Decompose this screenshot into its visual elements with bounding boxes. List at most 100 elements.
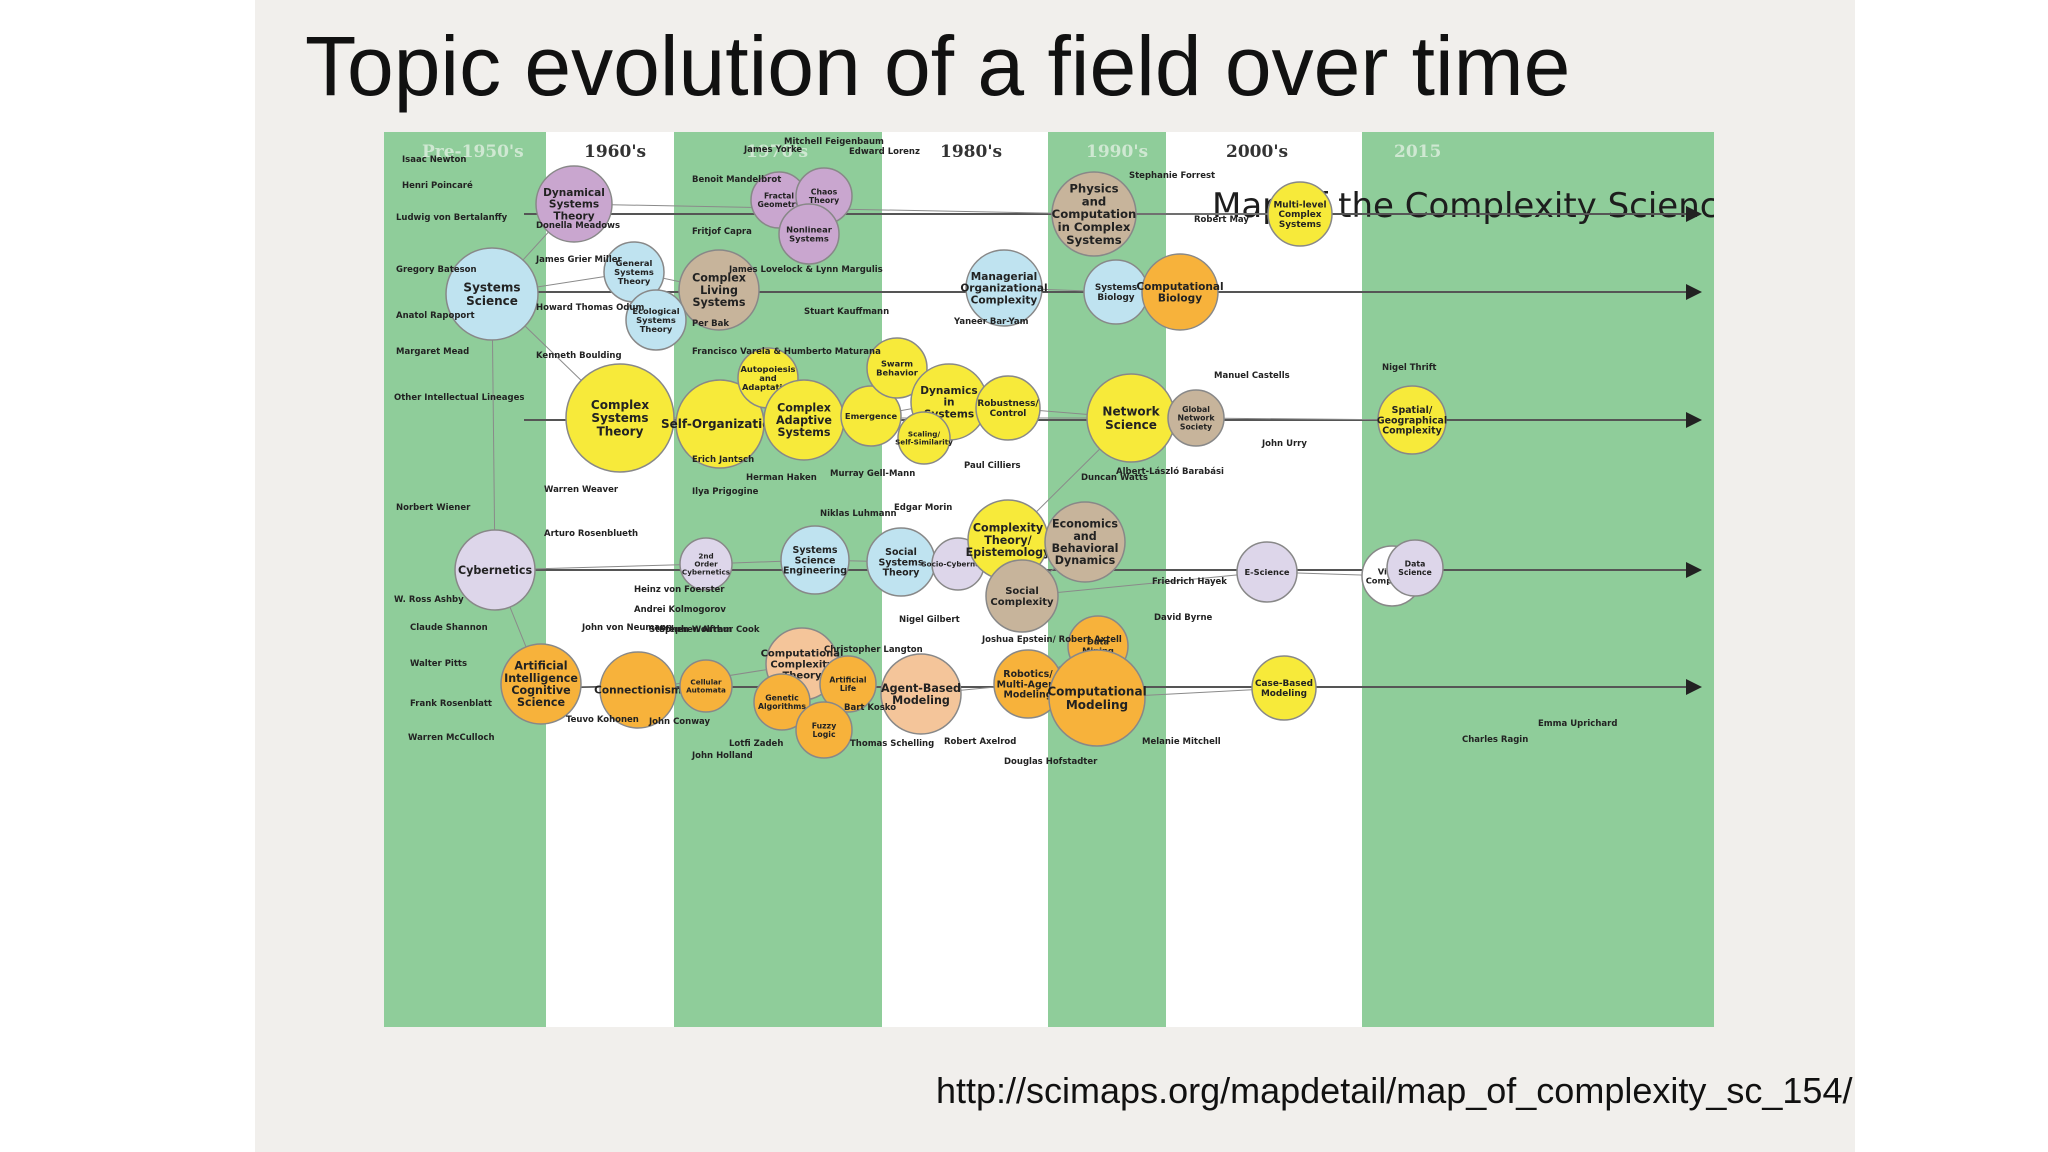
topic-label: Artificial Intelligence Cognitive Science bbox=[504, 660, 578, 710]
timeline-arrow-head bbox=[1686, 679, 1702, 695]
topic-link bbox=[1021, 571, 1268, 597]
topic-node bbox=[1251, 655, 1317, 721]
topic-label-line: Dynamics bbox=[1055, 554, 1116, 567]
topic-label: Systems Biology bbox=[1095, 283, 1137, 303]
person-label: Frank Rosenblatt bbox=[410, 699, 492, 709]
person-label: Howard Thomas Odum bbox=[536, 303, 644, 313]
topic-label-line: Modeling bbox=[1066, 698, 1128, 712]
topic-label: Computational Complexity Theory bbox=[761, 649, 844, 682]
topic-label: Fuzzy Logic bbox=[812, 721, 837, 739]
person-label: John Holland bbox=[691, 751, 753, 761]
topic-label: Connectionism bbox=[594, 685, 682, 697]
topic-label-line: Multi-Agent bbox=[997, 679, 1060, 690]
topic-label-line: Systems bbox=[636, 315, 676, 325]
topic-label: Cellular Automata bbox=[686, 678, 726, 695]
topic-node bbox=[1267, 181, 1333, 247]
topic-label-line: Complexity bbox=[973, 522, 1044, 535]
topic-label: Genetic Algorithms bbox=[758, 693, 806, 711]
topic-label-line: Autopoiesis bbox=[740, 364, 795, 374]
topic-node bbox=[1141, 253, 1219, 331]
topic-label-line: Science bbox=[1105, 418, 1157, 432]
person-label: Melanie Mitchell bbox=[1142, 737, 1221, 747]
person-label: Duncan Watts bbox=[1081, 473, 1148, 483]
person-label: David Byrne bbox=[1154, 613, 1213, 623]
topic-label-line: Nonlinear bbox=[786, 224, 833, 234]
topic-label-line: Theory/ bbox=[984, 534, 1032, 547]
topic-label-line: Chaos bbox=[811, 187, 838, 196]
topic-label-line: Complexity bbox=[1382, 426, 1442, 437]
topic-node bbox=[565, 363, 675, 473]
topic-label-line: Cybernetics bbox=[682, 567, 730, 576]
topic-label-line: Science bbox=[517, 696, 565, 709]
person-label: Arturo Rosenblueth bbox=[544, 529, 638, 539]
topic-label: Computational Modeling bbox=[1047, 685, 1146, 712]
topic-label-line: Logic bbox=[812, 730, 836, 739]
timeline-arrow-head bbox=[1686, 412, 1702, 428]
person-label: Herman Haken bbox=[746, 473, 817, 483]
topic-node bbox=[1167, 389, 1225, 447]
topic-label-line: Living bbox=[700, 284, 738, 297]
topic-label-line: Systems bbox=[879, 557, 924, 568]
topic-label-line: Intelligence bbox=[504, 672, 578, 685]
topic-node bbox=[500, 643, 582, 725]
person-label: Stephanie Forrest bbox=[1129, 171, 1215, 181]
topic-label-line: Systems bbox=[591, 411, 648, 425]
topic-node bbox=[1236, 541, 1298, 603]
topic-label: Physics and Computation in Complex Systems bbox=[1052, 181, 1137, 246]
topic-label-line: Adaptation bbox=[742, 382, 794, 392]
topic-label-line: Computational bbox=[761, 649, 844, 660]
topic-label-line: 2nd bbox=[698, 552, 713, 561]
topic-label-line: Complexity bbox=[770, 660, 834, 671]
topic-label-line: Swarm bbox=[881, 358, 913, 368]
topic-label-line: Robustness/ bbox=[977, 399, 1039, 409]
topic-label-line: Computational bbox=[1047, 685, 1146, 699]
era-label: 1960's bbox=[584, 142, 647, 162]
person-label: Anatol Rapoport bbox=[396, 311, 475, 321]
person-label: Lotfi Zadeh bbox=[729, 739, 783, 749]
topic-label-line: Complex bbox=[591, 398, 649, 412]
topic-label-line: Socio-Cybernetics bbox=[921, 560, 994, 569]
topic-label-line: Dynamical bbox=[543, 187, 605, 199]
topic-node bbox=[625, 289, 687, 351]
topic-node bbox=[880, 653, 962, 735]
topic-label-line: Complex bbox=[777, 402, 831, 415]
topic-label: Network Science bbox=[1102, 405, 1160, 432]
era-label: 1990's bbox=[1086, 142, 1149, 162]
topic-label: Multi-level Complex Systems bbox=[1273, 200, 1326, 230]
topic-label: Chaos Theory bbox=[809, 187, 839, 205]
topic-label-line: Emergence bbox=[845, 411, 898, 421]
topic-node bbox=[795, 701, 853, 759]
topic-label: Case-Based Modeling bbox=[1255, 679, 1313, 699]
topic-label-line: Organizational bbox=[960, 283, 1047, 295]
topic-label-line: Multi-level bbox=[1273, 200, 1326, 210]
person-label: Benoit Mandelbrot bbox=[692, 175, 781, 185]
person-label: Manuel Castells bbox=[1214, 371, 1290, 381]
era-label: 2000's bbox=[1226, 142, 1289, 162]
topic-label: Computational Biology bbox=[1136, 281, 1223, 305]
topic-label-line: Scaling/ bbox=[908, 430, 941, 439]
topic-label-line: Systems bbox=[549, 199, 599, 211]
person-label: Fritjof Capra bbox=[692, 227, 752, 237]
era-label: 2015 bbox=[1394, 142, 1442, 162]
topic-label: Fractal Geometry bbox=[758, 191, 801, 209]
person-label: Stuart Kauffmann bbox=[804, 307, 889, 317]
topic-label: Cybernetics bbox=[458, 564, 533, 577]
topic-node bbox=[535, 165, 613, 243]
topic-node bbox=[1051, 171, 1137, 257]
person-label: Stephen Wolfram bbox=[649, 625, 732, 635]
topic-label-line: Economics bbox=[1052, 518, 1118, 531]
person-label: Warren Weaver bbox=[544, 485, 619, 495]
topic-label: Systems Science bbox=[463, 281, 520, 308]
person-label: Paul Cilliers bbox=[964, 461, 1021, 471]
topic-label-line: Systems bbox=[693, 296, 746, 309]
topic-label: Swarm Behavior bbox=[876, 358, 919, 377]
topic-label-line: Theory bbox=[640, 324, 673, 334]
topic-label-line: Theory bbox=[809, 196, 839, 205]
person-label: Stephen Arthur Cook bbox=[659, 625, 760, 635]
topic-node bbox=[1048, 649, 1146, 747]
timeline-arrow-head bbox=[1686, 206, 1702, 222]
topic-label-line: Physics bbox=[1069, 181, 1118, 195]
topic-label-line: Society bbox=[1180, 422, 1212, 431]
topic-label-line: Epistemology bbox=[966, 546, 1051, 559]
